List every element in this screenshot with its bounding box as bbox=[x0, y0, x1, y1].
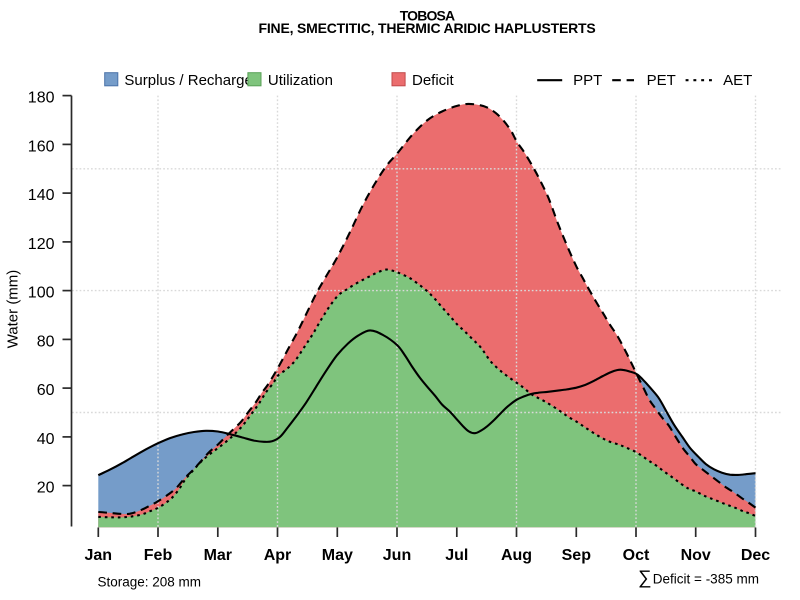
svg-text:Sep: Sep bbox=[562, 547, 592, 564]
svg-text:May: May bbox=[322, 547, 353, 564]
svg-text:Surplus / Recharge: Surplus / Recharge bbox=[124, 72, 252, 89]
svg-text:60: 60 bbox=[37, 382, 55, 399]
svg-text:160: 160 bbox=[28, 138, 55, 155]
svg-text:Jun: Jun bbox=[383, 547, 411, 564]
svg-text:Utilization: Utilization bbox=[268, 72, 333, 89]
svg-text:PPT: PPT bbox=[573, 72, 602, 89]
svg-text:Feb: Feb bbox=[144, 547, 173, 564]
svg-text:Apr: Apr bbox=[264, 547, 292, 564]
svg-text:∑: ∑ bbox=[638, 568, 652, 589]
svg-text:Mar: Mar bbox=[204, 547, 232, 564]
svg-text:Nov: Nov bbox=[681, 547, 711, 564]
svg-text:20: 20 bbox=[37, 480, 55, 497]
svg-text:Storage: 208 mm: Storage: 208 mm bbox=[98, 575, 202, 590]
svg-text:PET: PET bbox=[647, 72, 676, 89]
svg-text:Aug: Aug bbox=[501, 547, 532, 564]
svg-text:Jan: Jan bbox=[85, 547, 113, 564]
svg-text:Oct: Oct bbox=[623, 547, 650, 564]
svg-text:AET: AET bbox=[723, 72, 752, 89]
svg-text:Jul: Jul bbox=[445, 547, 468, 564]
svg-text:Water (mm): Water (mm) bbox=[4, 270, 21, 349]
svg-text:180: 180 bbox=[28, 90, 55, 107]
svg-text:120: 120 bbox=[28, 236, 55, 253]
svg-text:FINE, SMECTITIC, THERMIC ARIDI: FINE, SMECTITIC, THERMIC ARIDIC HAPLUSTE… bbox=[259, 20, 596, 36]
svg-text:Deficit = -385 mm: Deficit = -385 mm bbox=[653, 572, 759, 587]
svg-text:TOBOSA: TOBOSA bbox=[400, 8, 455, 24]
svg-text:100: 100 bbox=[28, 285, 55, 302]
svg-text:Dec: Dec bbox=[741, 547, 770, 564]
svg-text:Deficit: Deficit bbox=[412, 72, 455, 89]
svg-text:80: 80 bbox=[37, 333, 55, 350]
svg-text:40: 40 bbox=[37, 431, 55, 448]
svg-text:140: 140 bbox=[28, 187, 55, 204]
